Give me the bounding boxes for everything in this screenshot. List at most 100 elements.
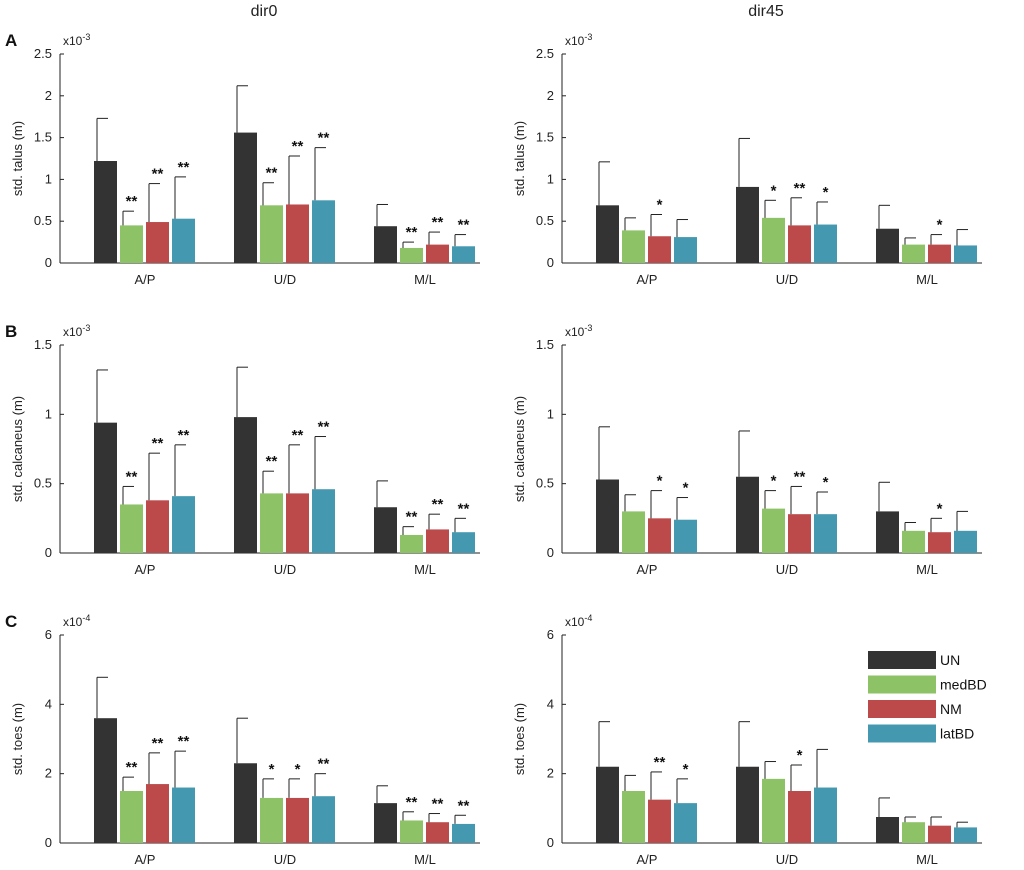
bar-NM-U/D — [788, 514, 811, 553]
y-tick-label: 6 — [45, 627, 52, 642]
x-category-label: A/P — [135, 272, 156, 287]
y-multiplier-label: x10-3 — [63, 323, 90, 339]
significance-marker: ** — [152, 735, 164, 752]
legend-label-medBD: medBD — [940, 677, 987, 693]
y-multiplier-label: x10-4 — [565, 613, 592, 629]
y-tick-label: 1.5 — [34, 130, 52, 145]
y-tick-label: 0 — [45, 835, 52, 850]
bar-latBD-A/P — [674, 803, 697, 843]
bar-NM-U/D — [286, 797, 309, 843]
significance-marker: ** — [178, 733, 190, 750]
bar-latBD-M/L — [452, 823, 475, 843]
y-tick-label: 0 — [547, 545, 554, 560]
y-tick-label: 1.5 — [34, 337, 52, 352]
significance-marker: ** — [654, 754, 666, 771]
y-tick-label: 0.5 — [536, 213, 554, 228]
significance-marker: * — [823, 474, 829, 491]
significance-marker: ** — [458, 217, 470, 234]
legend-swatch-latBD — [868, 724, 936, 743]
bar-medBD-M/L — [902, 822, 925, 843]
bar-NM-M/L — [426, 244, 449, 263]
bar-medBD-U/D — [260, 493, 283, 553]
x-category-label: U/D — [274, 852, 296, 867]
significance-marker: ** — [458, 797, 470, 814]
x-category-label: U/D — [274, 272, 296, 287]
x-category-label: M/L — [414, 272, 436, 287]
column-title-dir45: dir45 — [748, 3, 784, 20]
y-tick-label: 0.5 — [536, 476, 554, 491]
bar-latBD-M/L — [452, 532, 475, 553]
y-tick-label: 1 — [547, 406, 554, 421]
legend-swatch-medBD — [868, 675, 936, 694]
bar-NM-M/L — [928, 532, 951, 553]
bar-medBD-A/P — [622, 511, 645, 553]
bar-medBD-U/D — [762, 217, 785, 263]
bar-UN-A/P — [596, 479, 619, 553]
significance-marker: ** — [266, 453, 278, 470]
bar-latBD-U/D — [312, 489, 335, 553]
significance-marker: ** — [794, 468, 806, 485]
significance-marker: ** — [152, 166, 164, 183]
panel-label-A: A — [5, 31, 17, 50]
y-tick-label: 2.5 — [34, 46, 52, 61]
bar-medBD-U/D — [762, 778, 785, 843]
y-tick-label: 0 — [45, 545, 52, 560]
y-axis-title: std. talus (m) — [512, 121, 527, 196]
significance-marker: ** — [178, 159, 190, 176]
significance-marker: * — [657, 473, 663, 490]
legend-label-latBD: latBD — [940, 726, 974, 742]
bar-medBD-A/P — [120, 791, 143, 843]
bar-UN-A/P — [94, 422, 117, 553]
y-multiplier-label: x10-4 — [63, 613, 90, 629]
legend-label-NM: NM — [940, 701, 962, 717]
significance-marker: ** — [152, 435, 164, 452]
x-category-label: M/L — [916, 272, 938, 287]
significance-marker: ** — [126, 759, 138, 776]
x-category-label: A/P — [637, 272, 658, 287]
y-tick-label: 2 — [45, 88, 52, 103]
y-tick-label: 2 — [547, 88, 554, 103]
panel-label-B: B — [5, 322, 17, 341]
bar-UN-M/L — [876, 511, 899, 553]
bar-NM-A/P — [648, 799, 671, 843]
bar-latBD-U/D — [814, 514, 837, 553]
significance-marker: ** — [266, 165, 278, 182]
bar-medBD-M/L — [902, 530, 925, 553]
x-category-label: M/L — [916, 562, 938, 577]
bar-latBD-U/D — [814, 787, 837, 843]
bar-NM-U/D — [286, 493, 309, 553]
significance-marker: ** — [292, 138, 304, 155]
significance-marker: * — [295, 761, 301, 778]
y-axis-title: std. toes (m) — [10, 703, 25, 775]
bar-NM-A/P — [146, 784, 169, 843]
x-category-label: A/P — [637, 852, 658, 867]
bar-medBD-M/L — [902, 244, 925, 263]
bar-NM-M/L — [426, 529, 449, 553]
x-category-label: M/L — [414, 562, 436, 577]
bar-medBD-M/L — [400, 534, 423, 553]
bar-UN-M/L — [374, 507, 397, 553]
bar-UN-U/D — [736, 476, 759, 553]
bar-NM-U/D — [286, 204, 309, 263]
significance-marker: * — [937, 500, 943, 517]
legend-swatch-NM — [868, 700, 936, 718]
bar-UN-M/L — [374, 226, 397, 263]
y-multiplier-label: x10-3 — [565, 32, 592, 48]
significance-marker: * — [937, 217, 943, 234]
significance-marker: ** — [178, 427, 190, 444]
y-tick-label: 4 — [547, 696, 554, 711]
significance-marker: ** — [406, 224, 418, 241]
bar-medBD-U/D — [762, 508, 785, 553]
x-category-label: A/P — [135, 562, 156, 577]
bar-medBD-A/P — [120, 225, 143, 263]
bar-UN-M/L — [876, 817, 899, 843]
y-tick-label: 1 — [45, 406, 52, 421]
significance-marker: ** — [318, 130, 330, 147]
bar-latBD-A/P — [674, 519, 697, 553]
significance-marker: * — [771, 473, 777, 490]
bar-NM-A/P — [146, 222, 169, 263]
